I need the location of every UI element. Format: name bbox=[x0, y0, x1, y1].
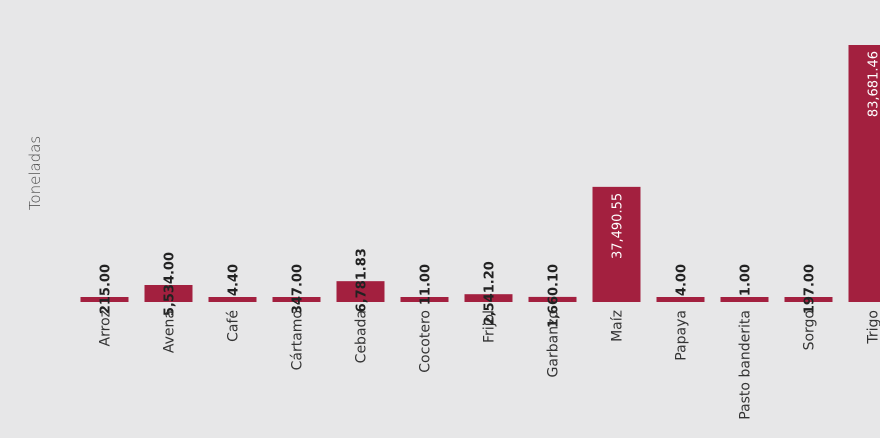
value-label: 1.00 bbox=[739, 264, 754, 296]
value-label: 4.40 bbox=[227, 264, 242, 296]
value-label: 6,781.83 bbox=[355, 248, 370, 312]
value-label: 1,660.10 bbox=[547, 264, 562, 328]
category-label: Arroz bbox=[98, 310, 114, 346]
category-label: Sorgo bbox=[802, 310, 818, 350]
bar-ma-z bbox=[592, 186, 641, 302]
category-label: Garbanzo bbox=[546, 310, 562, 377]
category-label: Cártamo bbox=[290, 310, 306, 370]
bar-arroz bbox=[80, 297, 129, 302]
value-label: 11.00 bbox=[419, 264, 434, 305]
category-label: Trigo bbox=[866, 310, 880, 345]
value-label: 5,534.00 bbox=[163, 252, 178, 316]
value-label: 4.00 bbox=[675, 264, 690, 296]
category-labels-group: Arroz Avena Café Cártamo Cebada Cocotero Frijo… bbox=[98, 310, 880, 420]
category-label: Café bbox=[226, 310, 242, 342]
category-label: Papaya bbox=[674, 310, 690, 361]
bar-c-rtamo bbox=[272, 297, 321, 302]
y-axis-label: Toneladas bbox=[26, 136, 44, 210]
bar-frijol bbox=[464, 294, 513, 302]
bar-garbanzo bbox=[528, 296, 577, 302]
bar-caf- bbox=[208, 297, 257, 302]
bar-trigo bbox=[848, 45, 880, 302]
category-label: Cocotero bbox=[418, 310, 434, 373]
value-label: 347.00 bbox=[291, 264, 306, 314]
bar-cocotero bbox=[400, 297, 449, 302]
bar-avena bbox=[144, 285, 193, 302]
bar-cebada bbox=[336, 281, 385, 302]
value-label: 197.00 bbox=[803, 264, 818, 314]
category-label: Maíz bbox=[610, 310, 626, 342]
category-label: Avena bbox=[162, 310, 178, 353]
value-label: 37,490.55 bbox=[611, 193, 626, 259]
category-label: Frijol bbox=[482, 310, 498, 343]
value-label: 2,541.20 bbox=[483, 261, 498, 325]
bar-pasto-banderita bbox=[720, 297, 769, 302]
bars-group bbox=[80, 45, 880, 302]
value-label: 83,681.46 bbox=[867, 51, 880, 117]
bar-papaya bbox=[656, 297, 705, 302]
category-label: Pasto banderita bbox=[738, 310, 754, 420]
category-label: Cebada bbox=[354, 310, 370, 363]
value-labels-group: 215.00 5,534.00 4.40 347.00 6,781.83 11.00 2,5… bbox=[99, 51, 880, 328]
bar-sorgo bbox=[784, 297, 833, 302]
value-label: 215.00 bbox=[99, 264, 114, 314]
